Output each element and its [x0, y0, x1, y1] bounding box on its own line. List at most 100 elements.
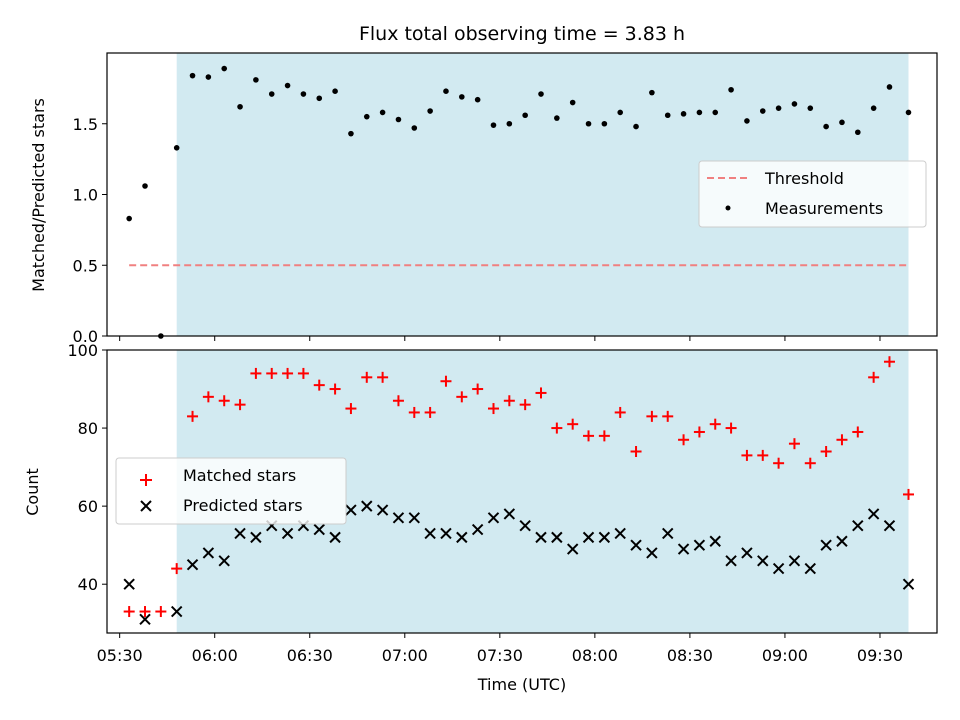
measurement-point: [300, 91, 307, 97]
matched-star-point: [456, 391, 468, 403]
measurement-point: [221, 65, 228, 72]
matched-star-point: [234, 399, 246, 411]
matched-star-point: [139, 606, 151, 618]
measurement-point: [712, 109, 719, 116]
top-measurements: [126, 65, 912, 339]
predicted-star-point: [630, 539, 642, 551]
predicted-star-point: [646, 547, 658, 559]
measurement-point: [886, 84, 893, 90]
predicted-star-point: [329, 531, 341, 544]
measurement-point: [759, 108, 766, 114]
chart-title: Flux total observing time = 3.83 h: [359, 23, 685, 45]
top-legend: Threshold Measurements: [698, 160, 927, 228]
matched-stars-series: [123, 356, 914, 618]
measurement-point: [664, 112, 671, 119]
predicted-star-point: [218, 555, 230, 567]
top-y-axis-label: Matched/Predicted stars: [29, 98, 48, 292]
measurement-point: [807, 105, 814, 111]
matched-star-point: [503, 395, 515, 407]
predicted-star-point: [582, 531, 595, 544]
measurement-point: [189, 72, 196, 79]
y-tick-label: 40: [78, 575, 98, 594]
measurement-point: [253, 77, 259, 83]
predicted-star-point: [392, 512, 405, 524]
measurement-point: [569, 99, 576, 106]
measurement-point: [538, 91, 544, 97]
predicted-star-point: [741, 547, 753, 559]
measurement-point: [839, 119, 845, 126]
matched-star-point: [440, 375, 452, 387]
matched-star-point: [614, 406, 626, 418]
matched-star-point: [804, 457, 816, 469]
measurement-point: [791, 101, 798, 107]
x-tick-label: 08:00: [572, 646, 618, 665]
measurement-point: [506, 120, 513, 127]
legend-threshold-label: Threshold: [764, 169, 844, 188]
matched-star-point: [171, 563, 183, 575]
predicted-star-point: [503, 508, 516, 520]
matched-star-point: [472, 383, 484, 395]
predicted-star-point: [123, 578, 135, 590]
x-tick-label: 07:00: [382, 646, 428, 665]
measurement-point: [905, 109, 912, 116]
matched-star-point: [902, 488, 914, 500]
bottom-y-axis-label: Count: [23, 468, 42, 516]
predicted-star-point: [804, 562, 816, 575]
matched-star-point: [741, 449, 753, 461]
predicted-star-point: [693, 539, 706, 551]
measurement-point: [395, 116, 402, 123]
measurement-point: [348, 130, 354, 137]
predicted-star-point: [345, 504, 357, 516]
y-tick-label: 0.5: [73, 256, 98, 275]
matched-star-point: [535, 387, 547, 399]
measurement-point: [284, 82, 291, 89]
predicted-star-point: [250, 531, 262, 544]
measurement-point: [823, 123, 829, 130]
matched-star-point: [709, 418, 721, 430]
y-tick-label: 1.0: [73, 186, 98, 205]
measurement-point: [617, 109, 624, 116]
predicted-star-point: [186, 558, 199, 571]
measurement-point: [775, 105, 782, 111]
legend-predicted-label: Predicted stars: [183, 496, 303, 515]
legend-measurements-label: Measurements: [765, 199, 883, 218]
matched-star-point: [297, 367, 309, 379]
top-x-ticks: [119, 336, 881, 341]
measurement-point: [459, 94, 465, 100]
x-axis-label: Time (UTC): [477, 675, 566, 694]
predicted-star-point: [662, 527, 674, 540]
predicted-star-point: [170, 605, 183, 618]
matched-star-point: [630, 445, 642, 457]
predicted-star-point: [551, 531, 563, 544]
measurement-point: [680, 111, 687, 117]
matched-star-point: [852, 426, 864, 438]
measurement-point: [443, 88, 449, 95]
matched-star-point: [757, 449, 769, 461]
matched-star-point: [646, 410, 658, 422]
y-tick-label: 1.5: [73, 115, 98, 134]
measurement-point: [173, 145, 180, 151]
measurement-point: [490, 122, 497, 128]
matched-star-point: [583, 430, 595, 442]
top-y-axis: 0.0 0.5 1.0 1.5: [73, 115, 107, 346]
predicted-star-point: [772, 562, 785, 575]
measurement-point: [237, 103, 243, 110]
measurement-point: [649, 89, 655, 96]
matched-star-point: [266, 367, 278, 379]
predicted-star-point: [788, 555, 801, 567]
matched-star-point: [218, 395, 230, 407]
measurement-point: [126, 215, 132, 222]
predicted-star-point: [852, 519, 864, 532]
y-tick-label: 60: [78, 497, 98, 516]
measurement-point: [205, 74, 212, 80]
matched-star-point: [788, 438, 800, 450]
predicted-star-point: [535, 531, 547, 544]
matched-star-point: [377, 371, 389, 383]
predicted-star-point: [456, 531, 468, 544]
predicted-star-point: [487, 512, 500, 524]
matched-star-point: [693, 426, 705, 438]
legend-matched-label: Matched stars: [183, 466, 296, 485]
predicted-star-point: [408, 512, 420, 524]
matched-star-point: [820, 445, 832, 457]
measurement-point: [554, 115, 560, 121]
